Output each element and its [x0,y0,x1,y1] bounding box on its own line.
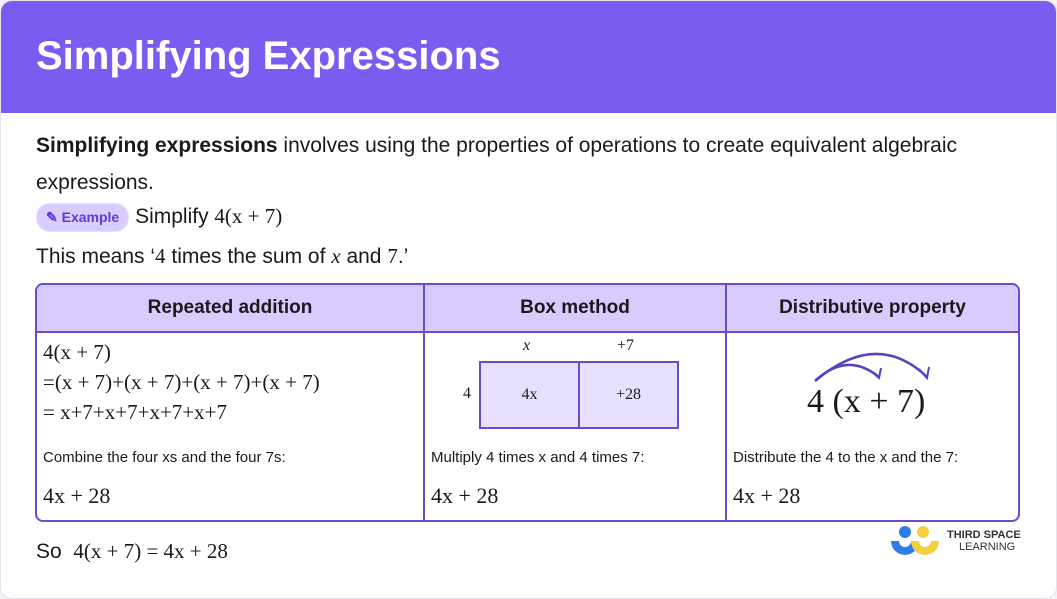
header-box-method: Box method [423,285,725,333]
column-label: +7 [617,337,635,354]
row-label: 4 [463,385,471,402]
box-method-cell: x +7 4 4x +28 Multiply 4 times x and 4 t… [423,333,725,520]
math-line: =(x + 7)+(x + 7)+(x + 7)+(x + 7) [43,370,320,394]
logo-text: LEARNING [959,541,1016,553]
header-banner: Simplifying Expressions [1,1,1056,113]
distributive-expression: 4 (x + 7) [807,383,926,420]
meaning-line: This means ‘4 times the sum of x and 7.’ [36,244,408,269]
example-badge: ✎ Example [36,203,130,232]
box-cell-7: +28 [578,361,679,429]
page-title: Simplifying Expressions [36,34,501,78]
example-expression: 4(x + 7) [214,204,283,229]
example-line: ✎ Example Simplify 4(x + 7) [36,203,282,232]
answer: 4x + 28 [733,483,801,508]
intro-text: involves using the properties of operati… [36,134,957,194]
conclusion: So 4(x + 7) = 4x + 28 [36,539,228,564]
example-text: Simplify [135,205,215,229]
t: 4 [155,244,166,268]
third-space-learning-logo: THIRD SPACE LEARNING [889,525,1021,557]
distribution-arrows-icon [814,352,930,382]
t: This means ‘ [36,245,156,268]
badge-label: Example [61,209,120,225]
so-label: So [36,540,62,563]
intro-paragraph: Simplifying expressions involves using t… [36,127,1016,201]
cell-value: +28 [615,386,642,403]
logo-mark-icon [891,526,939,555]
t: times the sum of [165,245,332,268]
conclusion-expression: 4(x + 7) = 4x + 28 [73,539,228,563]
distributive-cell: 4 (x + 7) Distribute the 4 to the x and … [725,333,1018,520]
step-note: Multiply 4 times x and 4 times 7: [431,449,645,466]
step-note: Combine the four xs and the four 7s: [43,449,286,466]
logo-text: THIRD SPACE [947,529,1021,541]
t: x [331,244,341,268]
methods-table: Repeated addition Box method Distributive … [35,283,1020,522]
box-cell-x: 4x [479,361,580,429]
repeated-addition-cell: 4(x + 7) =(x + 7)+(x + 7)+(x + 7)+(x + 7… [37,333,423,520]
header-distributive-property: Distributive property [725,285,1018,333]
pencil-icon: ✎ [46,209,58,225]
math-line: 4(x + 7) [43,340,111,364]
column-label: x [523,337,531,354]
answer: 4x + 28 [43,483,111,508]
t: and [340,245,388,268]
t: .’ [397,245,409,268]
t: 7 [387,244,398,268]
step-note: Distribute the 4 to the x and the 7: [733,449,959,466]
answer: 4x + 28 [431,483,499,508]
math-line: = x+7+x+7+x+7+x+7 [43,400,227,424]
intro-bold: Simplifying expressions [36,134,278,157]
header-repeated-addition: Repeated addition [37,285,423,333]
cell-value: 4x [521,386,538,403]
